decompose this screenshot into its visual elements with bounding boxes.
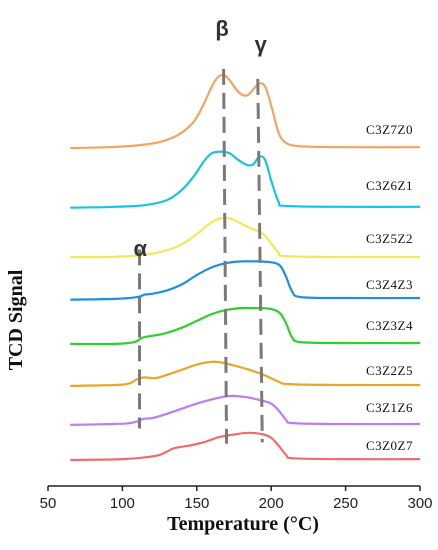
x-tick-label-200: 200: [259, 495, 284, 512]
peak-label-2: β: [215, 16, 228, 41]
peak-label-3: γ: [255, 32, 268, 57]
series-label-c3z1z6: C3Z1Z6: [366, 400, 413, 415]
guide-line-2: [222, 68, 229, 444]
series-label-c3z3z4: C3Z3Z4: [366, 318, 413, 333]
series-line-c3z6z1: [70, 150, 421, 209]
series-label-c3z2z5: C3Z2Z5: [366, 363, 413, 378]
x-tick-label-50: 50: [40, 495, 57, 512]
x-axis-title: Temperature (°C): [167, 513, 319, 535]
x-tick-label-100: 100: [110, 495, 135, 512]
series-line-c3z7z0: [70, 73, 421, 150]
x-tick-label-250: 250: [333, 495, 358, 512]
guide-layer: [138, 68, 264, 444]
peak-label-1: α: [133, 236, 147, 261]
series-label-c3z0z7: C3Z0Z7: [366, 438, 413, 453]
x-tick-label-300: 300: [407, 495, 432, 512]
series-label-c3z5z2: C3Z5Z2: [366, 231, 413, 246]
y-axis-title: TCD Signal: [5, 269, 27, 370]
series-line-c3z1z6: [70, 394, 421, 426]
x-tick-label-150: 150: [184, 495, 209, 512]
guide-line-3: [256, 78, 264, 443]
series-label-c3z4z3: C3Z4Z3: [366, 277, 413, 292]
label-layer: C3Z7Z0 C3Z6Z1 C3Z5Z2 C3Z4Z3 C3Z3Z4 C3Z2Z5 C3Z1…: [133, 16, 413, 453]
series-line-c3z2z5: [70, 360, 421, 387]
series-label-c3z6z1: C3Z6Z1: [366, 178, 413, 193]
x-axis: 50 100 150 200 250 300: [40, 485, 433, 512]
series-label-c3z7z0: C3Z7Z0: [366, 122, 413, 137]
series-line-c3z5z2: [70, 216, 421, 259]
